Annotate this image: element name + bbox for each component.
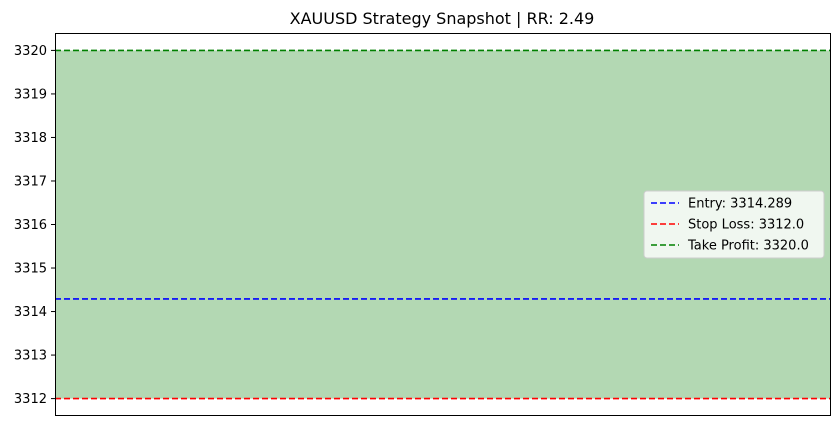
y-tick-label: 3320 (14, 44, 47, 59)
y-tick-label: 3319 (14, 87, 47, 102)
y-tick-label: 3314 (14, 305, 47, 320)
legend-box (643, 190, 825, 259)
y-tick-label: 3316 (14, 218, 47, 233)
y-tick-label: 3313 (14, 349, 47, 364)
legend-label-entry: Entry: 3314.289 (688, 197, 792, 212)
y-axis: 3312 3313 3314 3315 3316 3317 3318 3319 3320 (14, 44, 55, 407)
y-tick-label: 3317 (14, 174, 47, 189)
legend-label-stop-loss: Stop Loss: 3312.0 (688, 218, 804, 233)
y-tick-label: 3318 (14, 131, 47, 146)
legend: Entry: 3314.289 Stop Loss: 3312.0 Take Pro… (643, 190, 825, 259)
plot-frame (55, 33, 831, 416)
legend-label-take-profit: Take Profit: 3320.0 (687, 239, 809, 254)
chart-title: XAUUSD Strategy Snapshot | RR: 2.49 (290, 9, 595, 28)
y-tick-label: 3315 (14, 262, 47, 277)
y-tick-label: 3312 (14, 392, 47, 407)
